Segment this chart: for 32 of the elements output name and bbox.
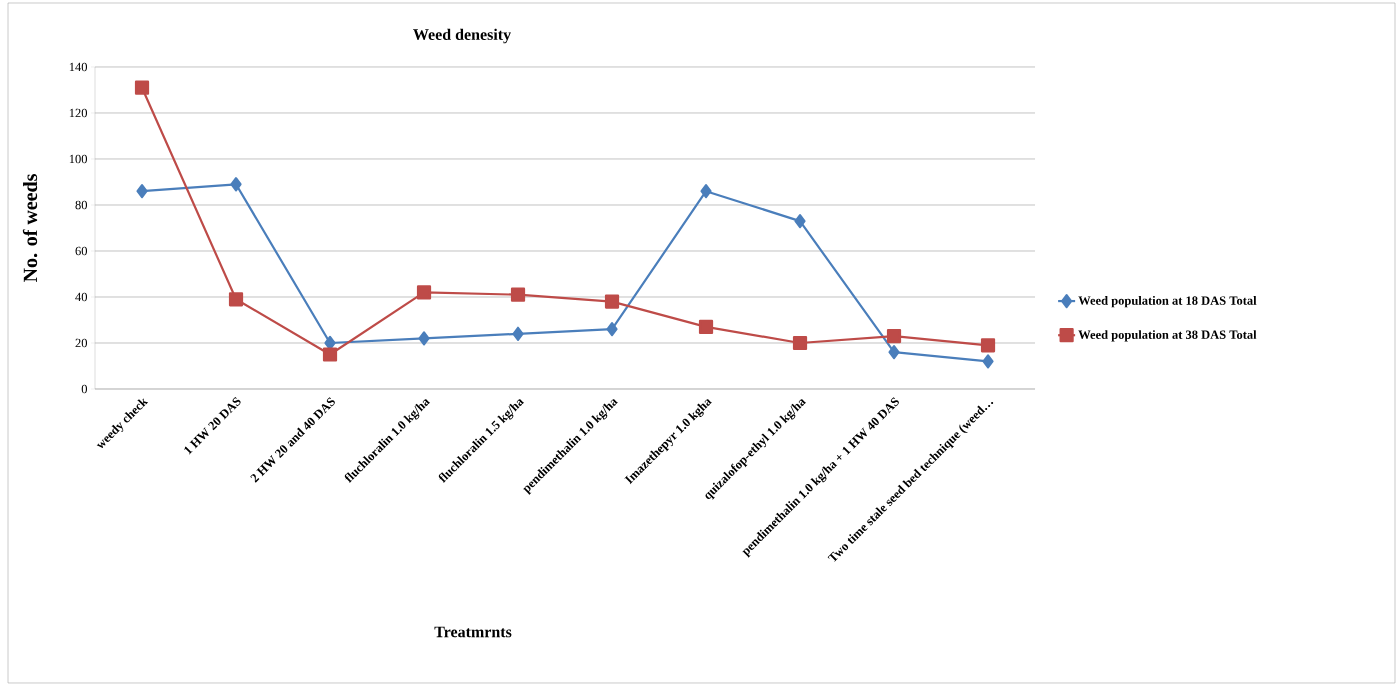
- y-tick-label: 120: [69, 108, 88, 118]
- y-tick-label: 20: [75, 338, 88, 348]
- point: [792, 335, 808, 351]
- point: [228, 292, 244, 307]
- y-tick-label: 140: [69, 62, 88, 72]
- point: [418, 331, 430, 346]
- x-axis-title: Treatmrnts: [434, 626, 512, 638]
- point: [794, 213, 806, 229]
- legend-label: Weed population at 18 DAS Total: [1078, 295, 1257, 308]
- chart-title: Weed denesity: [413, 28, 511, 44]
- point: [136, 184, 148, 199]
- point: [510, 287, 526, 302]
- point: [134, 80, 150, 95]
- point: [512, 326, 524, 341]
- point: [604, 294, 620, 309]
- point: [982, 354, 994, 369]
- point: [886, 328, 902, 344]
- legend-label: Weed population at 38 DAS Total: [1078, 330, 1257, 342]
- y-tick-label: 0: [81, 384, 88, 394]
- point: [230, 177, 242, 192]
- point: [322, 347, 338, 362]
- point: [980, 338, 996, 353]
- point: [606, 322, 618, 337]
- y-tick-label: 40: [75, 292, 88, 302]
- point: [416, 285, 432, 300]
- y-tick-label: 60: [75, 246, 88, 256]
- point: [700, 184, 712, 199]
- y-axis-title: No. of weeds: [22, 174, 38, 283]
- point: [698, 319, 714, 334]
- point: [888, 345, 900, 360]
- y-tick-label: 100: [69, 154, 88, 164]
- y-tick-label: 80: [75, 200, 88, 210]
